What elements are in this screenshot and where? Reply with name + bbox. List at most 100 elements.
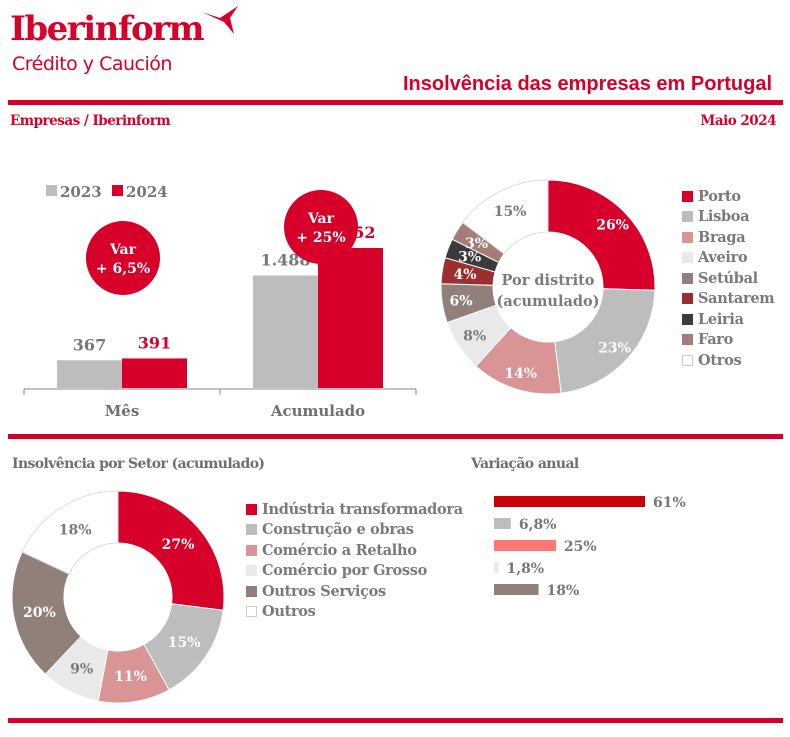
district-legend-item: Aveiro: [682, 248, 774, 269]
district-legend-item: Lisboa: [682, 207, 774, 228]
annual-bar-label-0: 61%: [653, 495, 686, 511]
district-legend-item: Otros: [682, 350, 774, 371]
annual-bar-label-2: 25%: [564, 539, 597, 555]
district-legend-swatch: [682, 231, 693, 243]
annual-variation-chart: 61% 6,8% 25% 1,8%18%: [494, 495, 686, 599]
bar-2024-1: [318, 248, 383, 388]
source-label: Empresas / Iberinform: [10, 113, 171, 129]
variation-badge-title-1: Var: [307, 211, 335, 227]
district-legend-item: Setúbal: [682, 268, 774, 289]
sector-legend-swatch: [246, 565, 257, 577]
sector-legend-item: Outros: [246, 602, 463, 623]
district-legend-label: Faro: [698, 331, 734, 349]
district-slice-label-6: 3%: [458, 250, 481, 266]
sector-slice-label-3: 9%: [70, 661, 93, 677]
district-slice-label-1: 23%: [598, 341, 631, 357]
district-legend-label: Braga: [698, 228, 746, 246]
district-legend-swatch: [682, 334, 693, 346]
district-slice-0: [547, 179, 656, 291]
district-slice-label-8: 15%: [494, 204, 527, 220]
header-divider: [8, 100, 783, 105]
legend-label-2024: 2024: [126, 183, 168, 201]
sector-slice-label-4: 20%: [23, 605, 56, 621]
sector-legend-item: Comércio a Retalho: [246, 540, 463, 561]
sector-legend-label: Construção e obras: [262, 521, 414, 539]
brand-logo: Iberinform: [10, 9, 205, 49]
sector-legend-label: Outros: [262, 603, 316, 621]
legend-swatch-2023: [46, 185, 57, 196]
legend-label-2023: 2023: [60, 183, 102, 201]
district-legend-label: Porto: [698, 187, 741, 205]
category-label-0: Mês: [105, 402, 140, 420]
district-legend-swatch: [682, 190, 693, 202]
annual-bar-2: [494, 540, 556, 551]
district-center-label-line1: Por distrito: [502, 272, 595, 289]
district-legend-item: Braga: [682, 227, 774, 248]
district-slice-label-3: 8%: [463, 329, 486, 345]
district-legend-label: Lisboa: [698, 208, 750, 226]
annual-bar-4: [494, 584, 539, 595]
annual-bar-label-1: 6,8%: [519, 517, 557, 533]
district-legend: Porto Lisboa Braga Aveiro Setúbal Santarem Lei…: [682, 186, 775, 371]
district-donut-chart: 26%23%14%8%6%4%3%3%15%Por distrito(acumu…: [440, 179, 656, 395]
district-legend-label: Leiria: [698, 310, 744, 328]
bar-label-2023-0: 367: [73, 335, 106, 354]
sector-slice-label-0: 27%: [162, 537, 195, 553]
annual-bar-1: [494, 518, 511, 529]
district-slice-1: [554, 288, 656, 394]
district-legend-item: Faro: [682, 330, 774, 351]
sector-legend-swatch: [246, 585, 257, 597]
district-slice-label-7: 3%: [465, 236, 488, 252]
footer-divider: [8, 718, 783, 723]
sector-slice-0: [117, 490, 225, 611]
district-legend-label: Aveiro: [698, 249, 748, 267]
legend-swatch-2024: [112, 185, 123, 196]
annual-bar-label-3: 1,8%: [506, 561, 544, 577]
district-slice-label-2: 14%: [504, 366, 537, 382]
sector-chart-title: Insolvência por Setor (acumulado): [12, 456, 265, 472]
sector-legend-label: Indústria transformadora: [262, 500, 463, 518]
district-legend-item: Leiria: [682, 309, 774, 330]
sector-legend-swatch: [246, 544, 257, 556]
section-divider: [8, 434, 783, 439]
annual-chart-title: Variação anual: [471, 456, 579, 472]
variation-badge-value-1: + 25%: [296, 230, 345, 246]
sector-legend-swatch: [246, 503, 257, 515]
district-legend-label: Otros: [698, 351, 742, 369]
sector-legend-item: Construção e obras: [246, 520, 463, 541]
district-legend-label: Setúbal: [698, 269, 758, 287]
brand-subtitle: Crédito y Caución: [12, 53, 172, 75]
page-title: Insolvência das empresas em Portugal: [402, 73, 772, 95]
date-label: Maio 2024: [700, 113, 776, 129]
district-slice-8: [461, 179, 549, 255]
annual-bar-0: [494, 496, 645, 507]
sector-legend: Indústria transformadora Construção e obr…: [246, 499, 463, 622]
district-legend-swatch: [682, 252, 693, 264]
annual-bar-3: [494, 562, 499, 573]
district-legend-swatch: [682, 313, 693, 325]
district-legend-swatch: [682, 293, 693, 305]
sector-slice-5: [21, 490, 119, 575]
district-slice-label-4: 6%: [450, 293, 473, 309]
district-legend-swatch: [682, 272, 693, 284]
district-legend-item: Porto: [682, 186, 774, 207]
district-legend-swatch: [682, 354, 693, 366]
sector-legend-swatch: [246, 606, 257, 618]
annual-bar-label-4: 18%: [547, 583, 580, 599]
bar-2023-1: [253, 275, 318, 388]
sector-slice-label-5: 18%: [59, 522, 92, 538]
sector-legend-swatch: [246, 524, 257, 536]
variation-badge-0: [86, 221, 160, 295]
district-center-label-line2: (acumulado): [496, 293, 599, 310]
logo-bird-icon: [202, 6, 238, 34]
variation-badge-1: [284, 190, 358, 264]
sector-donut-chart: 27% 15% 11% 9% 20% 18%: [11, 490, 225, 704]
comparison-bar-chart: 20232024367391Mês1.4881.852AcumuladoVar+…: [23, 183, 417, 420]
district-slice-label-5: 4%: [453, 267, 476, 283]
district-legend-item: Santarem: [682, 289, 775, 310]
sector-legend-label: Comércio a Retalho: [262, 541, 417, 559]
sector-slice-label-2: 11%: [114, 669, 147, 685]
sector-legend-item: Comércio por Grosso: [246, 561, 463, 582]
bar-2023-0: [57, 360, 122, 388]
sector-legend-label: Outros Serviços: [262, 582, 386, 600]
